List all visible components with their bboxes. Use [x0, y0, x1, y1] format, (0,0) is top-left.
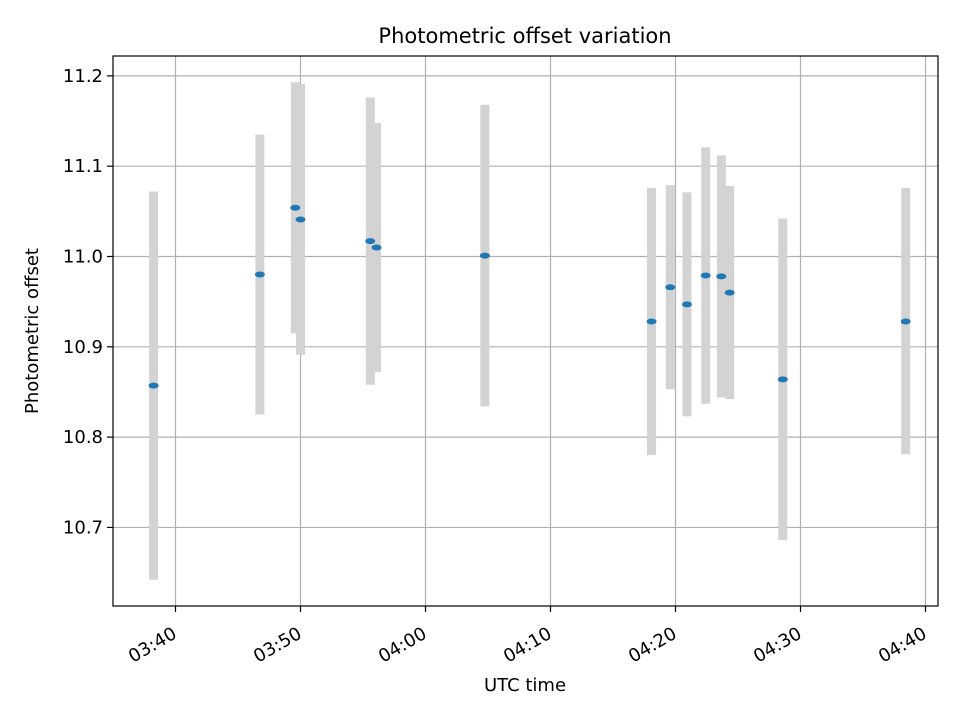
data-point [777, 376, 788, 383]
data-point [371, 244, 382, 251]
grid [113, 56, 938, 606]
data-point [148, 382, 159, 389]
data-point [681, 301, 692, 308]
data-point [700, 272, 711, 279]
data-point [365, 238, 376, 245]
data-point [479, 252, 490, 259]
x-axis-label: UTC time [484, 675, 566, 696]
data-point [716, 273, 727, 280]
y-axis-ticks: 10.7 10.8 10.9 11.0 11.1 11.2 [63, 66, 113, 538]
y-tick-label: 11.1 [63, 156, 103, 177]
y-tick-label: 11.2 [63, 66, 103, 87]
data-point [724, 289, 735, 296]
y-axis-label: Photometric offset [22, 248, 43, 414]
data-points [148, 204, 911, 389]
y-tick-label: 10.8 [63, 427, 103, 448]
y-tick-label: 11.0 [63, 246, 103, 267]
data-point [290, 204, 301, 211]
y-tick-label: 10.9 [63, 337, 103, 358]
data-point [665, 284, 676, 291]
data-point [900, 318, 911, 325]
data-point [254, 271, 265, 278]
y-tick-label: 10.7 [63, 517, 103, 538]
data-point [646, 318, 657, 325]
data-point [295, 216, 306, 223]
plot-frame [112, 55, 939, 607]
chart-title: Photometric offset variation [378, 24, 671, 48]
